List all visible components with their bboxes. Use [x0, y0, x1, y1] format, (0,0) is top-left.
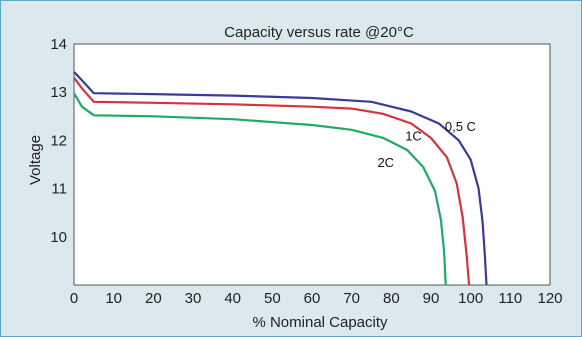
x-tick-label: 90	[423, 290, 440, 307]
y-tick-label: 13	[50, 84, 67, 101]
series-label: 1C	[405, 128, 422, 143]
x-tick-label: 80	[383, 290, 400, 307]
x-tick-label: 110	[498, 290, 522, 307]
x-tick-label: 100	[458, 290, 483, 307]
y-tick-label: 14	[50, 36, 67, 53]
x-tick-labels: 0 10 20 30 40 50 60 70 80 90 100 110 120	[70, 290, 563, 307]
x-tick-label: 0	[70, 290, 78, 307]
plot-area	[73, 43, 551, 286]
x-tick-label: 120	[537, 290, 562, 307]
series-label: 0,5 C	[445, 119, 476, 134]
x-tick-label: 10	[105, 290, 122, 307]
x-tick-label: 40	[224, 290, 241, 307]
series-lines	[73, 71, 488, 286]
series-line	[73, 77, 471, 286]
x-tick-label: 60	[304, 290, 321, 307]
series-line	[73, 71, 488, 286]
x-tick-label: 70	[343, 290, 360, 307]
series-labels: 0,5 C 1C 2C	[377, 119, 476, 170]
x-tick-label: 20	[145, 290, 162, 307]
y-tick-labels: 10 11 12 13 14	[50, 36, 67, 246]
x-axis-title: % Nominal Capacity	[252, 314, 388, 331]
x-tick-label: 30	[185, 290, 202, 307]
y-tick-label: 12	[50, 132, 67, 149]
y-tick-label: 10	[50, 229, 67, 246]
series-line	[73, 92, 447, 286]
y-axis-title: Voltage	[27, 135, 44, 185]
y-tick-label: 11	[51, 181, 67, 198]
x-tick-label: 50	[264, 290, 281, 307]
series-label: 2C	[377, 155, 394, 170]
chart-title: Capacity versus rate @20°C	[224, 24, 414, 41]
